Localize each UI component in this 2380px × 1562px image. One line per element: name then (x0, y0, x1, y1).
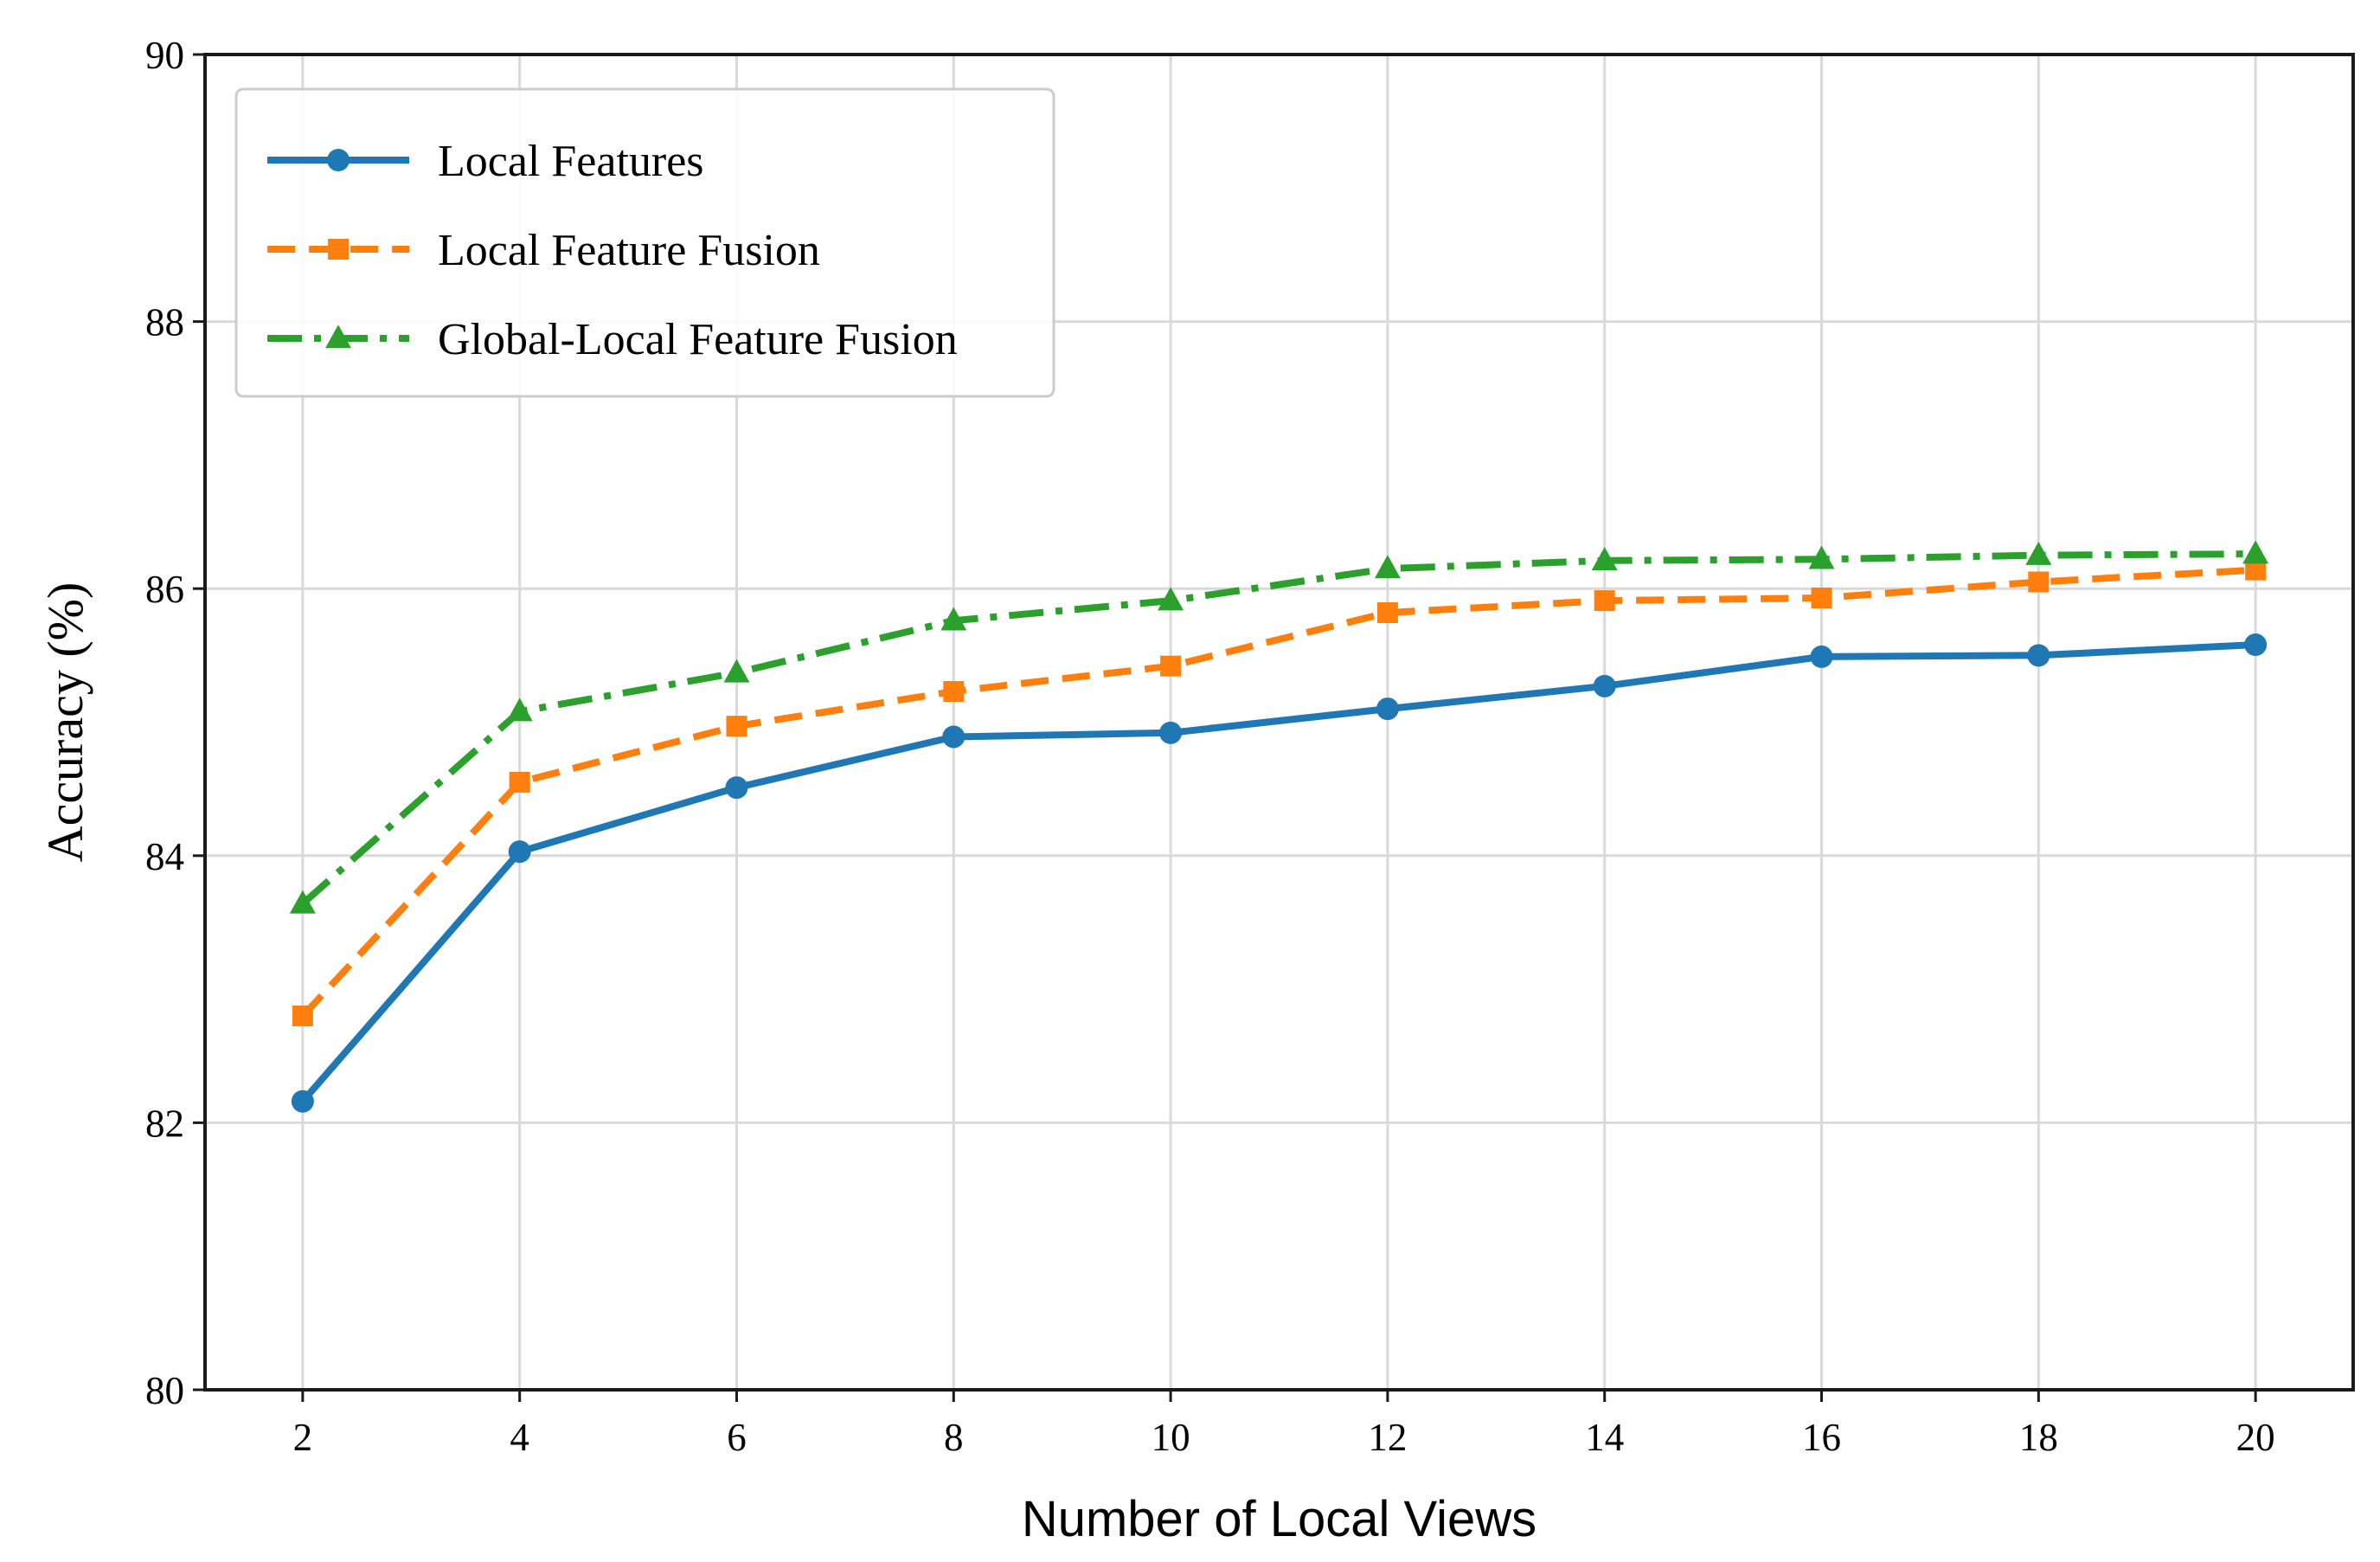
marker-square (509, 771, 530, 793)
series-line (300, 550, 2256, 907)
marker-square (292, 1005, 313, 1026)
y-axis-title: Accuracy (%) (37, 582, 93, 863)
series-line (299, 641, 2256, 1104)
series-line (299, 566, 2256, 1019)
y-tick-label: 88 (145, 301, 184, 344)
plot-frame (203, 53, 2355, 1392)
y-tick-label: 82 (145, 1102, 184, 1145)
marker-triangle (2242, 540, 2269, 564)
marker-circle (508, 840, 531, 864)
x-tick-label: 8 (944, 1416, 964, 1459)
x-tick-label: 12 (1368, 1416, 1407, 1459)
legend-item-1: Local Features (267, 137, 704, 186)
marker-square (1160, 655, 1182, 677)
series-1 (291, 633, 2268, 1113)
x-tick-label: 2 (293, 1416, 313, 1459)
marker-triangle (723, 659, 750, 683)
marker-square (2028, 571, 2050, 593)
marker-circle (1159, 721, 1183, 744)
x-tick-label: 4 (510, 1416, 529, 1459)
marker-triangle (325, 325, 351, 349)
marker-triangle (506, 697, 533, 722)
y-tick-label: 84 (145, 835, 184, 878)
marker-circle (942, 725, 965, 749)
x-tick-label: 6 (727, 1416, 747, 1459)
x-tick-label: 18 (2019, 1416, 2058, 1459)
legend-label: Local Features (438, 137, 704, 186)
series-3 (289, 540, 2269, 914)
ticks: 2 4 6 8 10 12 14 16 18 20 80 82 84 86 88 90 (145, 34, 2275, 1459)
x-tick-label: 16 (1802, 1416, 1841, 1459)
marker-square (1376, 601, 1398, 623)
y-tick-label: 86 (145, 568, 184, 611)
marker-triangle (1158, 587, 1184, 611)
marker-triangle (2025, 541, 2052, 565)
y-tick-label: 80 (145, 1369, 184, 1412)
marker-square (328, 239, 349, 260)
marker-circle (1810, 645, 1833, 668)
legend-label: Global-Local Feature Fusion (438, 315, 958, 364)
marker-circle (1593, 674, 1616, 697)
marker-square (1594, 590, 1615, 612)
marker-circle (291, 1090, 314, 1113)
marker-triangle (289, 890, 316, 914)
marker-circle (725, 776, 748, 800)
x-tick-label: 10 (1152, 1416, 1190, 1459)
x-tick-label: 20 (2236, 1416, 2275, 1459)
x-axis-title: Number of Local Views (1022, 1491, 1536, 1547)
marker-square (943, 681, 965, 703)
marker-square (726, 716, 747, 737)
marker-circle (2244, 633, 2268, 657)
legend-label: Local Feature Fusion (438, 226, 820, 275)
legend-box (234, 87, 1055, 398)
x-tick-label: 14 (1585, 1416, 1624, 1459)
marker-triangle (1591, 547, 1618, 571)
series-2 (292, 559, 2267, 1026)
marker-square (1811, 588, 1832, 609)
marker-triangle (1808, 545, 1835, 569)
y-tick-label: 90 (145, 34, 184, 77)
legend-item-2: Local Feature Fusion (267, 226, 820, 275)
legend: Local Features Local Feature Fusion Global… (234, 87, 1055, 398)
legend-item-3: Global-Local Feature Fusion (267, 315, 958, 364)
marker-triangle (940, 607, 967, 631)
marker-circle (2027, 644, 2050, 667)
series-layer (289, 540, 2269, 1113)
marker-triangle (1374, 555, 1401, 579)
marker-circle (327, 149, 350, 171)
marker-circle (1376, 697, 1399, 721)
